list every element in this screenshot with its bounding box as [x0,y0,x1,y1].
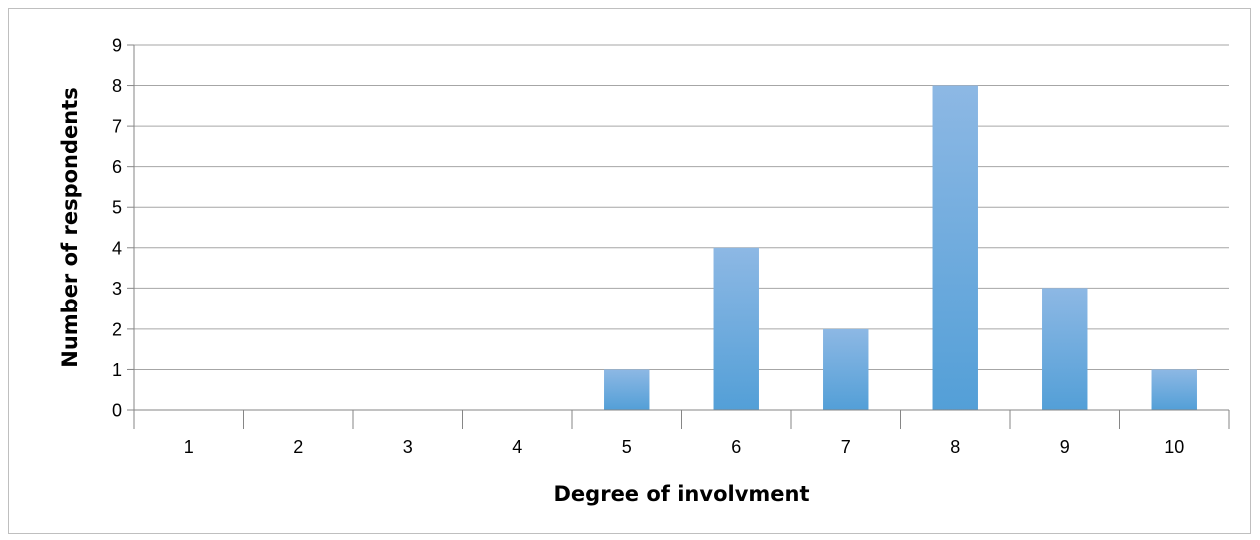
bar-5 [604,369,650,410]
chart-frame [8,8,1251,534]
bar-6 [713,247,759,410]
y-tick-label: 6 [112,157,122,177]
bar-8 [932,85,978,411]
tick-labels: 0 1 2 3 4 5 6 7 8 9 1 2 3 4 5 6 7 8 9 10 [112,36,1184,458]
y-tick-label: 2 [112,319,122,339]
x-axis-title: Degree of involvment [554,482,810,506]
bar-10 [1151,369,1197,410]
y-tick-label: 0 [112,401,122,421]
y-tick-label: 1 [112,360,122,380]
axes [127,44,1230,429]
x-tick-label: 4 [512,437,522,457]
x-tick-label: 9 [1060,437,1070,457]
y-tick-label: 7 [112,117,122,137]
x-tick-label: 2 [293,437,303,457]
y-tick-label: 4 [112,238,122,258]
bar-9 [1042,288,1088,410]
x-tick-label: 1 [184,437,194,457]
x-tick-label: 3 [403,437,413,457]
x-tick-label: 10 [1164,437,1184,457]
bar-7 [823,328,869,410]
x-tick-label: 8 [950,437,960,457]
x-tick-label: 6 [731,437,741,457]
y-tick-label: 8 [112,76,122,96]
y-tick-label: 5 [112,198,122,218]
x-tick-label: 5 [622,437,632,457]
y-axis-title: Number of respondents [58,87,82,368]
x-tick-label: 7 [841,437,851,457]
y-tick-label: 3 [112,279,122,299]
bars [604,85,1197,411]
y-tick-label: 9 [112,36,122,56]
